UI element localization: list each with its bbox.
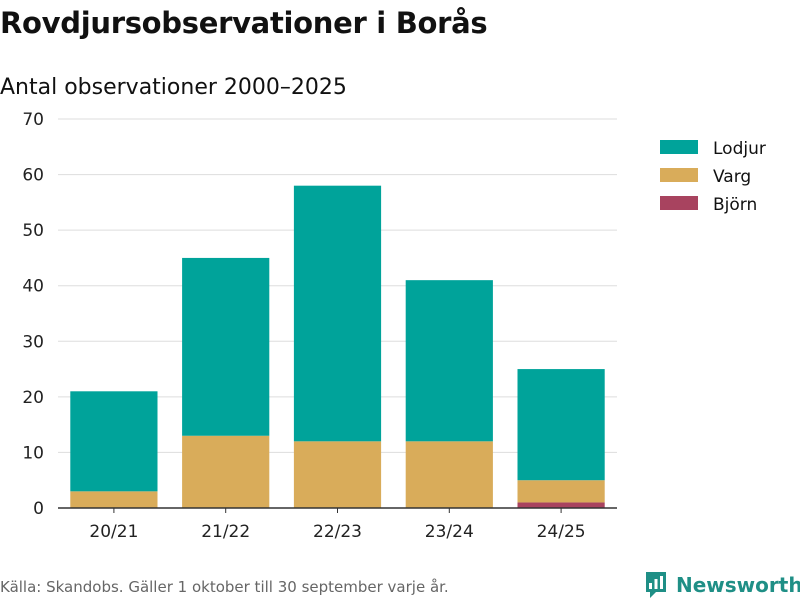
x-tick-label: 20/21	[89, 522, 138, 542]
bar-varg-23-24[interactable]	[405, 441, 493, 508]
y-tick-label: 70	[22, 110, 44, 130]
legend-label-björn: Björn	[713, 195, 757, 215]
x-tick-label: 22/23	[313, 522, 362, 542]
newsworthy-logo-icon	[646, 572, 666, 598]
bar-björn-24-25[interactable]	[517, 502, 605, 508]
y-tick-label: 60	[22, 166, 44, 186]
bar-varg-20-21[interactable]	[70, 491, 158, 508]
legend-swatch-björn[interactable]	[660, 196, 698, 210]
legend-label-varg: Varg	[713, 167, 751, 187]
legend-swatch-lodjur[interactable]	[660, 140, 698, 154]
x-tick-label: 24/25	[537, 522, 586, 542]
y-tick-label: 50	[22, 221, 44, 241]
y-tick-label: 0	[33, 499, 44, 519]
bar-varg-21-22[interactable]	[182, 435, 270, 508]
brand-logo[interactable]: Newsworthy	[644, 570, 800, 600]
y-tick-label: 40	[22, 277, 44, 297]
legend: Lodjur Varg Björn	[660, 139, 766, 215]
bar-lodjur-24-25[interactable]	[517, 369, 605, 481]
y-tick-label: 10	[22, 443, 44, 463]
stacked-bar-chart: 0 10 20 30 40 50 60 70 20/21 21/22 22/23 23/24 24/25…	[22, 110, 766, 542]
bar-varg-22-23[interactable]	[293, 441, 382, 508]
y-tick-label: 20	[22, 388, 44, 408]
x-tick-label: 23/24	[425, 522, 474, 542]
bars	[70, 185, 605, 508]
legend-swatch-varg[interactable]	[660, 168, 698, 182]
chart-title: Rovdjursobservationer i Borås	[0, 6, 488, 40]
brand-name: Newsworthy	[676, 573, 800, 597]
axes: 0 10 20 30 40 50 60 70 20/21 21/22 22/23 23/24 24/25	[22, 110, 617, 542]
bar-lodjur-23-24[interactable]	[405, 280, 493, 442]
bar-lodjur-22-23[interactable]	[293, 185, 382, 442]
bar-lodjur-20-21[interactable]	[70, 391, 158, 492]
bar-varg-24-25[interactable]	[517, 480, 605, 503]
legend-label-lodjur: Lodjur	[713, 139, 766, 159]
bar-lodjur-21-22[interactable]	[182, 257, 270, 436]
x-tick-label: 21/22	[201, 522, 250, 542]
y-tick-label: 30	[22, 332, 44, 352]
chart-subtitle: Antal observationer 2000–2025	[0, 75, 347, 100]
source-note: Källa: Skandobs. Gäller 1 oktober till 3…	[0, 578, 449, 596]
